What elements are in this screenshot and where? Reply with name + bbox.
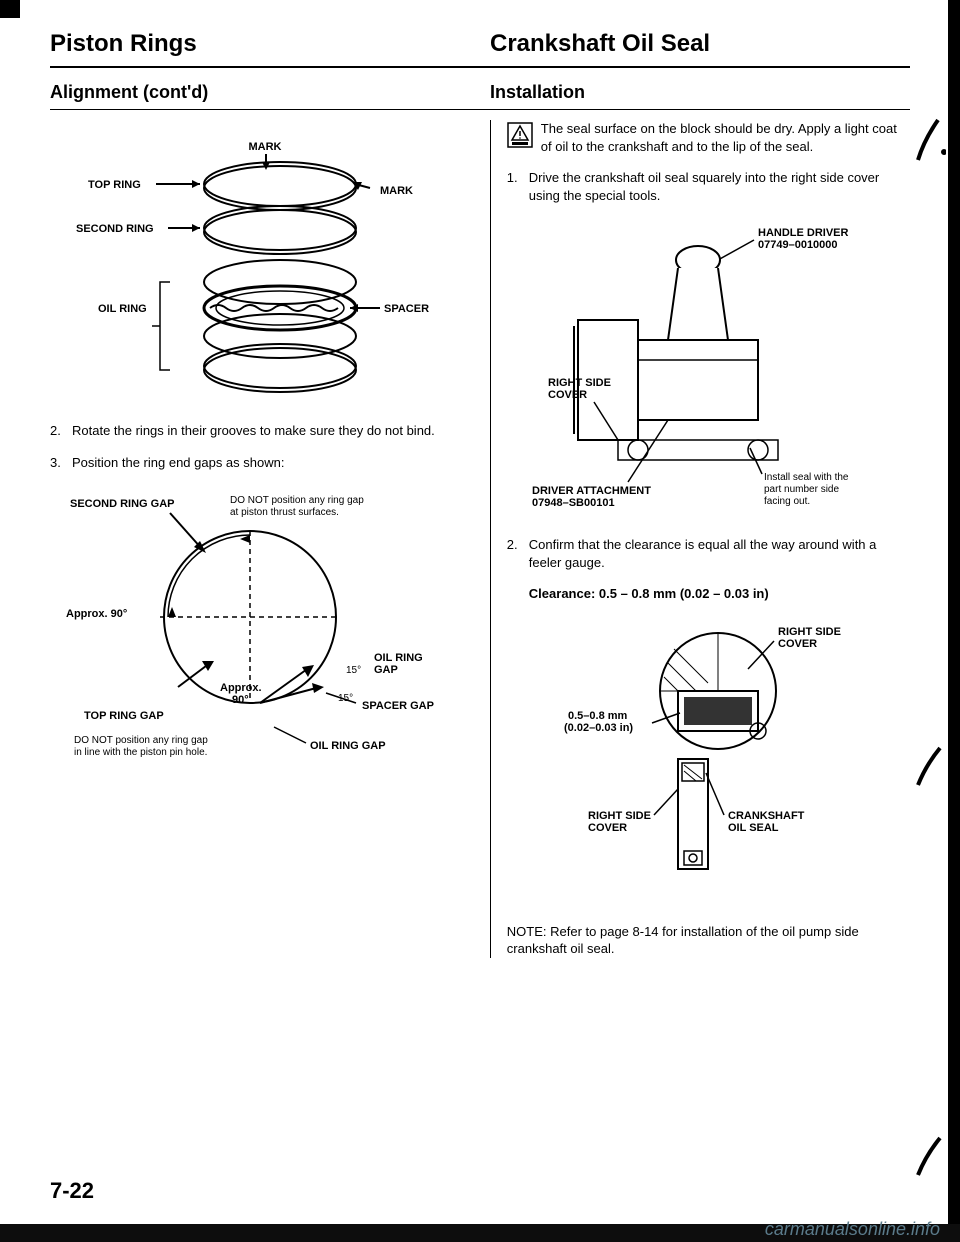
- left-step-2: 2. Rotate the rings in their grooves to …: [50, 422, 470, 440]
- r-step-text-2: Confirm that the clearance is equal all …: [529, 536, 910, 571]
- label-install-a: Install seal with the: [764, 472, 849, 483]
- step-num-2: 2.: [50, 422, 72, 440]
- header-row: Piston Rings Crankshaft Oil Seal: [50, 30, 910, 68]
- subheader-left: Alignment (cont'd): [50, 82, 480, 110]
- label-spacer: SPACER: [384, 303, 429, 315]
- page-number: 7-22: [50, 1178, 94, 1204]
- label-donot-1a: DO NOT position any ring gap: [230, 495, 364, 506]
- ring-gap-diagram: SECOND RING GAP DO NOT position any ring…: [60, 487, 460, 777]
- ring-stack-diagram: MARK MARK TOP RING SECOND RING OIL RING …: [70, 136, 450, 406]
- step-num-3: 3.: [50, 454, 72, 472]
- clearance-diagram: RIGHT SIDE COVER 0.5–0.8 mm (0.02–0.03 i…: [528, 619, 888, 899]
- label-mark-top: MARK: [248, 141, 281, 153]
- label-15a: 15°: [346, 665, 361, 676]
- right-step-2: 2. Confirm that the clearance is equal a…: [507, 536, 910, 571]
- right-column: The seal surface on the block should be …: [490, 120, 910, 958]
- label-driver-attach: DRIVER ATTACHMENT: [532, 485, 651, 497]
- caution-block: The seal surface on the block should be …: [507, 120, 910, 155]
- clearance-spec: Clearance: 0.5 – 0.8 mm (0.02 – 0.03 in): [529, 585, 910, 603]
- note-text: NOTE: Refer to page 8-14 for installatio…: [507, 923, 910, 958]
- left-step-3: 3. Position the ring end gaps as shown:: [50, 454, 470, 472]
- watermark: carmanualsonline.info: [765, 1219, 940, 1240]
- header-left: Piston Rings: [50, 30, 480, 58]
- subheader-row: Alignment (cont'd) Installation: [50, 82, 910, 110]
- label-second-ring-gap: SECOND RING GAP: [70, 498, 175, 510]
- label-gap-in: (0.02–0.03 in): [564, 722, 633, 734]
- columns: MARK MARK TOP RING SECOND RING OIL RING …: [50, 120, 910, 958]
- label-oil-seal: OIL SEAL: [728, 822, 779, 834]
- right-edge-bar: [948, 0, 960, 1242]
- label-oil-ring-r: OIL RING: [374, 652, 423, 664]
- label-install-b: part number side: [764, 484, 839, 495]
- driver-tool-diagram: HANDLE DRIVER 07749–0010000 RIGHT SIDE C…: [518, 220, 898, 520]
- label-cover: COVER: [548, 389, 587, 401]
- top-corner-mark: [0, 0, 20, 18]
- label-crankshaft: CRANKSHAFT: [728, 810, 805, 822]
- label-approx90-2a: Approx.: [220, 682, 262, 694]
- label-rsc-bot-a: RIGHT SIDE: [588, 810, 651, 822]
- label-rsc-top-b: COVER: [778, 638, 817, 650]
- label-gap-mm: 0.5–0.8 mm: [568, 710, 628, 722]
- label-handle-driver: HANDLE DRIVER: [758, 227, 849, 239]
- label-right-side: RIGHT SIDE: [548, 377, 611, 389]
- left-column: MARK MARK TOP RING SECOND RING OIL RING …: [50, 120, 470, 958]
- r-step-num-2: 2.: [507, 536, 529, 571]
- label-driver-attach-num: 07948–SB00101: [532, 497, 615, 509]
- label-oil-ring-gap: OIL RING GAP: [310, 740, 386, 752]
- page-content: Piston Rings Crankshaft Oil Seal Alignme…: [30, 0, 930, 978]
- label-spacer-gap: SPACER GAP: [362, 700, 434, 712]
- step-text-2: Rotate the rings in their grooves to mak…: [72, 422, 470, 440]
- label-approx90-2b: 90°: [232, 694, 249, 706]
- r-step-text-1: Drive the crankshaft oil seal squarely i…: [529, 169, 910, 204]
- label-donot-1b: at piston thrust surfaces.: [230, 507, 339, 518]
- label-approx90-left: Approx. 90°: [66, 608, 127, 620]
- label-install-c: facing out.: [764, 496, 810, 507]
- label-donot-2b: in line with the piston pin hole.: [74, 747, 207, 758]
- label-gap-r: GAP: [374, 664, 398, 676]
- label-donot-2a: DO NOT position any ring gap: [74, 735, 208, 746]
- label-second-ring: SECOND RING: [76, 223, 154, 235]
- caution-text: The seal surface on the block should be …: [541, 120, 910, 155]
- r-step-num-1: 1.: [507, 169, 529, 204]
- header-right: Crankshaft Oil Seal: [480, 30, 910, 58]
- label-mark-right: MARK: [380, 185, 413, 197]
- caution-icon: [507, 122, 533, 148]
- step-text-3: Position the ring end gaps as shown:: [72, 454, 470, 472]
- label-oil-ring: OIL RING: [98, 303, 147, 315]
- label-rsc-bot-b: COVER: [588, 822, 627, 834]
- right-step-1: 1. Drive the crankshaft oil seal squarel…: [507, 169, 910, 204]
- label-rsc-top-a: RIGHT SIDE: [778, 626, 841, 638]
- subheader-right: Installation: [480, 82, 910, 110]
- label-handle-driver-num: 07749–0010000: [758, 239, 838, 251]
- label-top-ring-gap: TOP RING GAP: [84, 710, 164, 722]
- label-top-ring: TOP RING: [88, 179, 141, 191]
- margin-mark-3: [916, 1130, 946, 1180]
